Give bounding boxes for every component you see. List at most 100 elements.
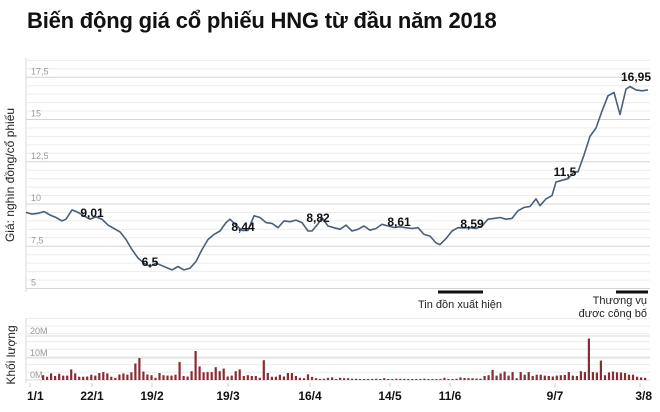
- volume-bar: [619, 372, 623, 380]
- x-tick-label: 16/4: [298, 389, 322, 403]
- volume-bar: [282, 376, 285, 380]
- volume-bar: [475, 378, 478, 380]
- volume-bar: [459, 377, 462, 380]
- volume-bar: [202, 372, 205, 380]
- volume-bar: [210, 372, 213, 380]
- volume-bar: [286, 373, 289, 380]
- deal-label-line1: Thương vụ: [593, 295, 647, 307]
- volume-bar: [150, 375, 153, 380]
- volume-bar: [555, 375, 558, 380]
- volume-bar: [130, 372, 133, 380]
- volume-bar: [419, 379, 422, 380]
- price-annotation: 11,5: [554, 165, 577, 179]
- volume-bar: [250, 376, 253, 380]
- volume-bar: [347, 378, 350, 380]
- x-tick-label: 22/1: [80, 389, 104, 403]
- price-annotation: 8,59: [460, 217, 484, 231]
- volume-bar: [278, 374, 281, 380]
- x-tick-label: 19/3: [216, 389, 240, 403]
- volume-bar: [90, 374, 93, 380]
- volume-bar: [455, 378, 458, 380]
- volume-bar: [198, 366, 201, 380]
- volume-bar: [467, 378, 470, 380]
- price-annotation: 6,5: [142, 255, 159, 269]
- volume-bar: [50, 373, 53, 380]
- volume-bar: [379, 379, 382, 380]
- volume-bar: [507, 375, 510, 380]
- volume-bar: [435, 379, 438, 380]
- volume-bar: [42, 375, 45, 380]
- volume-bar: [294, 376, 297, 380]
- volume-bar: [611, 371, 615, 380]
- x-tick-label: 3/8: [635, 389, 652, 403]
- volume-bar: [439, 378, 442, 380]
- volume-bar: [86, 376, 89, 380]
- volume-bar: [318, 378, 322, 380]
- volume-bar: [114, 377, 117, 380]
- price-annotation: 8,82: [306, 211, 330, 225]
- volume-bar: [531, 376, 534, 380]
- volume-bar: [579, 371, 582, 380]
- volume-bar: [335, 378, 338, 380]
- volume-bar: [375, 378, 378, 380]
- x-tick-label: 19/2: [140, 389, 164, 403]
- volume-bar: [302, 378, 306, 380]
- volume-bar: [403, 378, 406, 380]
- volume-bar: [162, 375, 165, 380]
- volume-bar: [254, 376, 257, 380]
- volume-bar: [423, 378, 426, 380]
- volume-bar: [98, 373, 101, 380]
- volume-bar: [523, 374, 526, 380]
- price-annotation: 8,61: [387, 215, 411, 229]
- volume-bar: [359, 379, 362, 380]
- volume-bar: [326, 377, 330, 380]
- volume-bar: [427, 379, 430, 380]
- volume-bar: [595, 372, 598, 380]
- volume-bar: [246, 375, 249, 380]
- volume-bar: [547, 376, 550, 380]
- volume-tick-label: 10M: [30, 348, 48, 358]
- volume-bar: [314, 378, 318, 380]
- price-annotation: 9,01: [80, 206, 104, 220]
- volume-bar: [451, 379, 454, 380]
- volume-bar: [238, 369, 241, 380]
- volume-bar: [166, 375, 169, 380]
- price-y-axis: 5 7,5 10 12,5 15 17,5: [31, 66, 49, 287]
- volume-bar: [583, 372, 586, 380]
- price-line: [25, 85, 649, 271]
- volume-bar: [82, 376, 85, 380]
- volume-bar: [266, 373, 269, 380]
- volume-bar: [535, 374, 538, 380]
- x-tick-label: 1/1: [27, 389, 44, 403]
- volume-bar: [126, 374, 129, 380]
- volume-bar: [411, 379, 414, 380]
- volume-bar: [234, 371, 237, 380]
- volume-bar: [258, 377, 261, 380]
- volume-y-axis-label: Khối lượng: [4, 325, 18, 384]
- volume-bar: [527, 372, 530, 380]
- volume-bar: [242, 376, 245, 380]
- x-tick-label: 9/7: [547, 389, 564, 403]
- volume-bar: [222, 368, 225, 380]
- volume-bar: [94, 375, 97, 380]
- volume-bar: [58, 373, 61, 380]
- volume-bar: [170, 375, 173, 380]
- volume-bar: [274, 376, 277, 380]
- volume-bar: [331, 377, 334, 380]
- volume-bar: [262, 360, 265, 380]
- price-annotations: 9,01 6,5 8,44 8,82 8,61 8,59 11,5 16,95: [80, 70, 651, 269]
- volume-bar: [503, 371, 506, 380]
- volume-bar: [415, 379, 418, 380]
- volume-y-axis: 0M 10M 20M: [30, 326, 48, 380]
- volume-bar: [154, 377, 157, 380]
- y-tick-label: 17,5: [31, 66, 49, 76]
- volume-bar: [644, 377, 647, 380]
- volume-bar: [142, 371, 145, 380]
- y-tick-label: 10: [31, 193, 41, 203]
- volume-bar: [194, 351, 197, 380]
- volume-bar: [479, 378, 482, 380]
- volume-bar: [310, 376, 314, 380]
- chart-title: Biến động giá cổ phiếu HNG từ đầu năm 20…: [27, 8, 497, 33]
- volume-bar: [539, 374, 542, 380]
